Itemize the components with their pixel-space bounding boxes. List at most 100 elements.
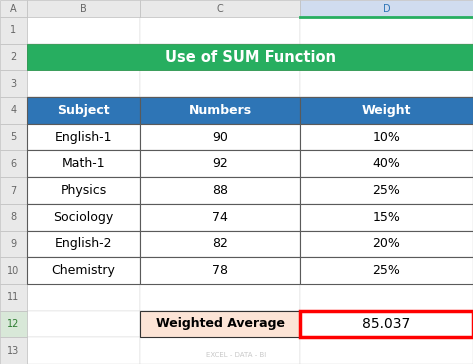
Text: Weight: Weight [362,104,411,117]
Bar [300,70,473,97]
Bar [140,257,300,284]
Bar [27,124,140,150]
Text: 11: 11 [8,292,19,302]
Bar [300,337,473,364]
Bar [27,337,140,364]
Text: EXCEL - DATA - BI: EXCEL - DATA - BI [206,352,267,358]
Bar [27,70,140,97]
Text: C: C [217,4,223,13]
Text: Subject: Subject [57,104,110,117]
Bar [0,177,27,204]
Text: 25%: 25% [373,264,401,277]
Text: Sociology: Sociology [53,211,114,224]
Text: 3: 3 [10,79,17,89]
Text: 4: 4 [10,106,17,115]
Bar [27,257,140,284]
Text: 88: 88 [212,184,228,197]
Bar [300,177,473,204]
Bar [140,284,300,310]
Bar [300,257,473,284]
Bar [0,124,27,150]
Text: 10: 10 [8,266,19,276]
Bar [0,230,27,257]
Bar [300,0,473,17]
Text: 6: 6 [10,159,17,169]
Bar [27,177,140,204]
Text: 2: 2 [10,52,17,62]
Text: 13: 13 [8,346,19,356]
Text: 92: 92 [212,157,228,170]
Bar [0,0,27,17]
Text: Weighted Average: Weighted Average [156,317,284,331]
Text: D: D [383,4,390,13]
Bar [27,177,140,204]
Bar [27,230,140,257]
Text: Numbers: Numbers [188,104,252,117]
Bar [140,257,300,284]
Bar [300,44,473,70]
Text: 25%: 25% [373,184,401,197]
Bar [300,257,473,284]
Bar [27,150,140,177]
Bar [140,70,300,97]
Text: A: A [10,4,17,13]
Bar [300,310,473,337]
Bar [140,230,300,257]
Bar [140,310,300,337]
Bar [27,0,140,17]
Bar [300,204,473,230]
Bar [140,17,300,44]
Bar [300,204,473,230]
Text: 7: 7 [10,186,17,195]
Bar [0,337,27,364]
Text: Physics: Physics [61,184,106,197]
Bar [0,310,27,337]
Bar [0,70,27,97]
Text: Math-1: Math-1 [61,157,105,170]
Bar [0,204,27,230]
Bar [140,0,300,17]
Bar [140,230,300,257]
Bar [140,337,300,364]
Bar [140,204,300,230]
Bar [27,150,140,177]
Bar [300,124,473,150]
Text: Use of SUM Function: Use of SUM Function [165,50,335,64]
Text: English-2: English-2 [55,237,112,250]
Bar [0,150,27,177]
Bar [300,17,473,44]
Bar [27,97,140,124]
Text: 8: 8 [10,212,17,222]
Text: 9: 9 [10,239,17,249]
Bar [27,284,140,310]
Bar [27,204,140,230]
Bar [140,44,300,70]
Bar [140,204,300,230]
Text: 5: 5 [10,132,17,142]
Bar [27,44,473,70]
Text: 40%: 40% [373,157,401,170]
Bar [140,124,300,150]
Text: 1: 1 [10,25,17,35]
Text: 82: 82 [212,237,228,250]
Bar [300,284,473,310]
Bar [140,177,300,204]
Text: 90: 90 [212,131,228,144]
Text: 10%: 10% [373,131,401,144]
Bar [27,310,140,337]
Bar [140,310,300,337]
Bar [27,44,140,70]
Bar [140,97,300,124]
Text: English-1: English-1 [55,131,112,144]
Text: 12: 12 [7,319,20,329]
Bar [300,124,473,150]
Bar [27,17,140,44]
Bar [140,124,300,150]
Bar [140,150,300,177]
Text: B: B [80,4,87,13]
Bar [300,310,473,337]
Bar [27,257,140,284]
Bar [300,177,473,204]
Bar [300,97,473,124]
Bar [140,150,300,177]
